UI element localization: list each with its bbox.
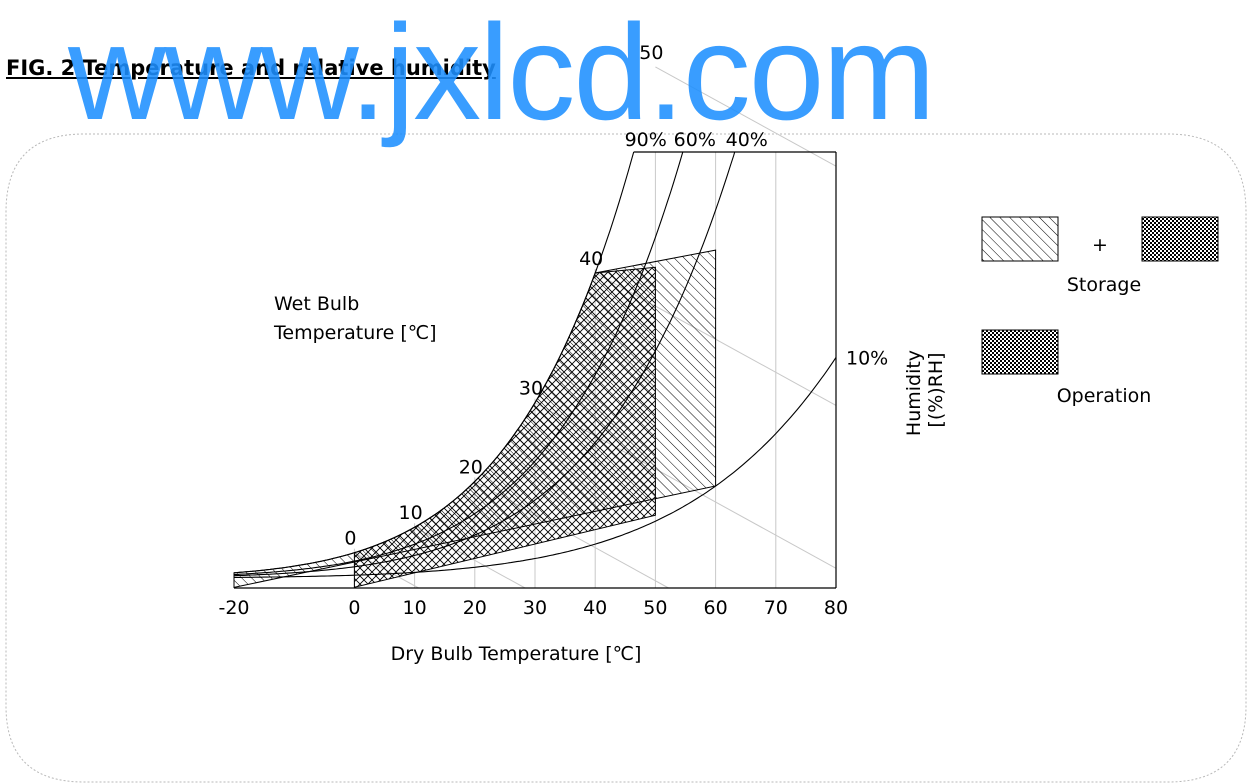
x-tick-label-70: 70: [764, 597, 788, 619]
humidity-curve-40: [233, 151, 736, 577]
labels: 90% 60% 40% 10% -20 0 10 20 30 40 50 60 70 80 0 10 20 30 4…: [218, 42, 888, 619]
wet-bulb-label-line1: Wet Bulb: [274, 293, 359, 315]
x-tick-label-50: 50: [643, 597, 667, 619]
humidity-label-40: 40%: [726, 129, 768, 151]
humidity-curve-10: [234, 357, 837, 578]
x-tick-label-60: 60: [704, 597, 728, 619]
x-tick-label-0: 0: [348, 597, 360, 619]
x-tick-label-80: 80: [824, 597, 848, 619]
legend-storage-swatch-hatch: [981, 216, 1059, 262]
axes: [234, 151, 837, 589]
wet-bulb-label-10: 10: [399, 502, 423, 524]
x-tick-label-30: 30: [523, 597, 547, 619]
humidity-curve-90: [233, 151, 635, 574]
humidity-curves: [233, 151, 837, 578]
humidity-curve-60: [233, 151, 684, 576]
wet-bulb-line-50: [655, 66, 837, 167]
x-tick-label-40: 40: [583, 597, 607, 619]
legend-storage-swatch-checker: [1141, 216, 1219, 262]
wet-bulb-label-40: 40: [579, 248, 603, 270]
legend-storage-label: Storage: [1067, 274, 1141, 296]
legend: + Storage Operation: [981, 216, 1219, 407]
x-axis-label: Dry Bulb Temperature [℃]: [391, 643, 642, 665]
wet-bulb-label-30: 30: [519, 378, 543, 400]
y-axis-label-unit: [(%)RH]: [925, 352, 947, 427]
x-tick-label--20: -20: [218, 597, 249, 619]
figure-title: FIG. 2 Temperature and relative humidity: [6, 56, 496, 80]
humidity-label-60: 60%: [674, 129, 716, 151]
legend-plus: +: [1092, 234, 1108, 256]
humidity-label-90: 90%: [625, 129, 667, 151]
y-axis-label-word: Humidity: [903, 350, 925, 436]
wet-bulb-label-0: 0: [344, 528, 356, 550]
humidity-label-10: 10%: [846, 347, 888, 369]
watermark: www.jxlcd.com: [68, 0, 936, 148]
y-axis-label: Humidity [(%)RH]: [903, 344, 947, 436]
x-tick-label-20: 20: [463, 597, 487, 619]
x-tick-label-10: 10: [403, 597, 427, 619]
wet-bulb-label-20: 20: [459, 456, 483, 478]
legend-operation-label: Operation: [1057, 385, 1152, 407]
wet-bulb-label-line2: Temperature [℃]: [273, 322, 437, 344]
legend-operation-swatch: [981, 329, 1059, 375]
wet-bulb-label-50: 50: [639, 42, 663, 64]
